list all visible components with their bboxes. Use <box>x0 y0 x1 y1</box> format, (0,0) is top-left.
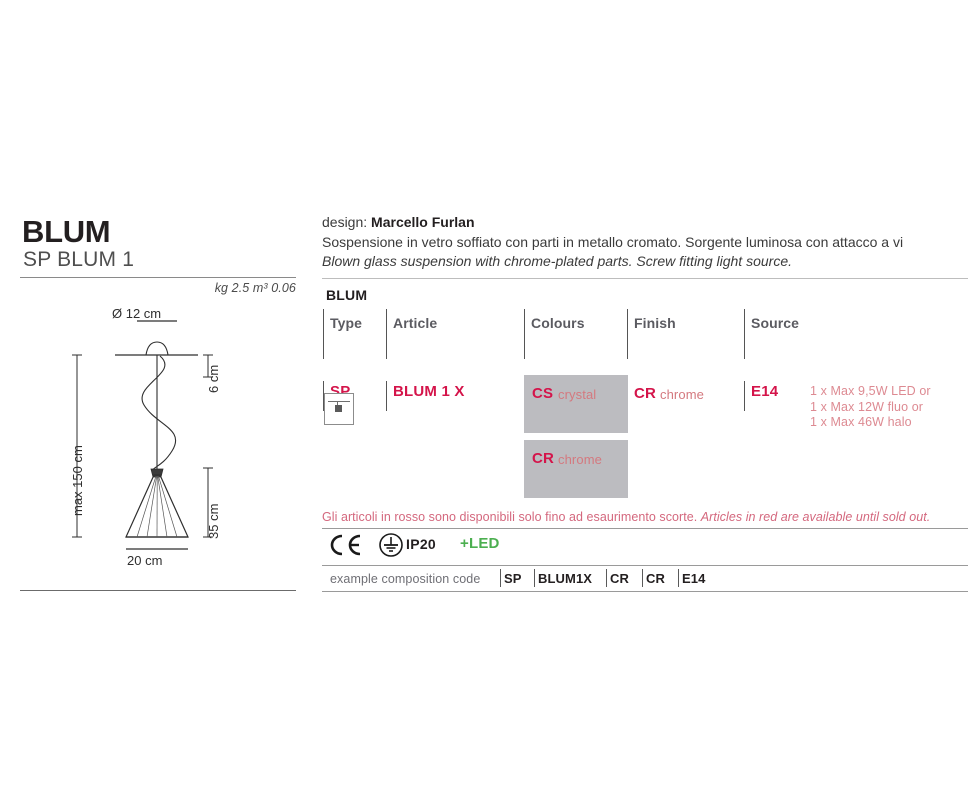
col-divider-finish <box>627 309 628 359</box>
col-divider-article <box>386 309 387 359</box>
dimension-canopy-height: 6 cm <box>206 364 221 393</box>
col-divider-source <box>744 309 745 359</box>
comp-divider-2 <box>534 569 535 587</box>
dimension-max-height: max 150 cm <box>70 445 85 516</box>
suspension-icon-drop <box>337 401 338 405</box>
composition-code-row: example composition code SP BLUM1X CR CR… <box>322 568 968 594</box>
divider-bottom <box>20 590 296 591</box>
suspension-icon-body <box>335 405 342 412</box>
product-details-panel: design: Marcello Furlan Sospensione in v… <box>318 205 972 595</box>
product-code: SP BLUM 1 <box>23 248 135 271</box>
availability-note: Gli articoli in rosso sono disponibili s… <box>322 510 930 524</box>
cell-finish-code: CR <box>634 385 657 402</box>
dimension-shade-height: 35 cm <box>206 503 221 539</box>
row-divider-type <box>323 381 324 411</box>
source-spec-line: 1 x Max 9,5W LED or <box>810 384 931 398</box>
colour-swatch-chrome[interactable]: CR chrome <box>524 440 628 498</box>
col-header-article: Article <box>393 315 438 331</box>
composition-top-rule <box>322 565 968 566</box>
col-header-type: Type <box>330 315 363 331</box>
ip-rating: IP20 <box>406 536 436 552</box>
col-header-finish: Finish <box>634 315 676 331</box>
comp-divider-1 <box>500 569 501 587</box>
suspension-icon <box>324 393 354 425</box>
colour-code-chrome: CR <box>532 450 555 467</box>
comp-divider-5 <box>678 569 679 587</box>
dimension-width: 20 cm <box>127 553 163 568</box>
description-english: Blown glass suspension with chrome-plate… <box>322 253 792 269</box>
composition-label: example composition code <box>330 572 481 586</box>
col-divider-colours <box>524 309 525 359</box>
source-spec-line: 1 x Max 46W halo <box>810 415 912 429</box>
row-divider-article <box>386 381 387 411</box>
colour-code-crystal: CS <box>532 385 554 402</box>
comp-code-source: E14 <box>682 571 706 586</box>
comp-code-finish: CR <box>646 571 665 586</box>
cell-article-code: BLUM 1 X <box>393 383 465 400</box>
col-header-source: Source <box>751 315 800 331</box>
note-rule <box>322 528 968 529</box>
comp-divider-3 <box>606 569 607 587</box>
description-italian: Sospensione in vetro soffiato con parti … <box>322 234 904 250</box>
col-header-colours: Colours <box>531 315 585 331</box>
designer-line: design: Marcello Furlan <box>322 214 475 230</box>
technical-drawing: Ø 12 cm max 150 cm 6 cm 35 cm 20 cm <box>20 301 296 586</box>
ce-mark-icon <box>330 534 361 556</box>
comp-code-article: BLUM1X <box>538 571 593 586</box>
availability-note-italian: Gli articoli in rosso sono disponibili s… <box>322 510 698 524</box>
led-badge: +LED <box>460 535 500 552</box>
table-top-rule <box>322 278 968 279</box>
source-spec-list: 1 x Max 9,5W LED or 1 x Max 12W fluo or … <box>810 384 931 431</box>
colour-name-crystal: crystal <box>558 387 597 402</box>
availability-note-english: Articles in red are available until sold… <box>700 510 931 524</box>
comp-divider-4 <box>642 569 643 587</box>
comp-code-type: SP <box>504 571 522 586</box>
certification-symbols-row: IP20 +LED <box>322 530 968 560</box>
dimension-diameter: Ø 12 cm <box>112 306 162 321</box>
product-identity-panel: BLUM SP BLUM 1 kg 2.5 m³ 0.06 <box>0 205 310 595</box>
suspension-icon-bar <box>328 401 350 402</box>
comp-code-colour: CR <box>610 571 629 586</box>
designer-name: Marcello Furlan <box>371 214 475 230</box>
colour-name-chrome: chrome <box>558 452 602 467</box>
composition-bottom-rule <box>322 591 968 592</box>
cell-source-code: E14 <box>751 383 779 400</box>
designer-label: design: <box>322 214 368 230</box>
divider-top <box>20 277 296 278</box>
page-title: BLUM <box>22 214 111 249</box>
colour-swatch-crystal[interactable]: CS crystal <box>524 375 628 433</box>
source-spec-line: 1 x Max 12W fluo or <box>810 399 924 414</box>
col-divider-type <box>323 309 324 359</box>
cell-finish-name: chrome <box>660 387 704 402</box>
table-title: BLUM <box>326 287 368 303</box>
weight-volume: kg 2.5 m³ 0.06 <box>214 281 296 295</box>
row-divider-source <box>744 381 745 411</box>
lamp-dimension-svg <box>72 320 213 550</box>
class-one-earth-icon <box>379 533 403 557</box>
